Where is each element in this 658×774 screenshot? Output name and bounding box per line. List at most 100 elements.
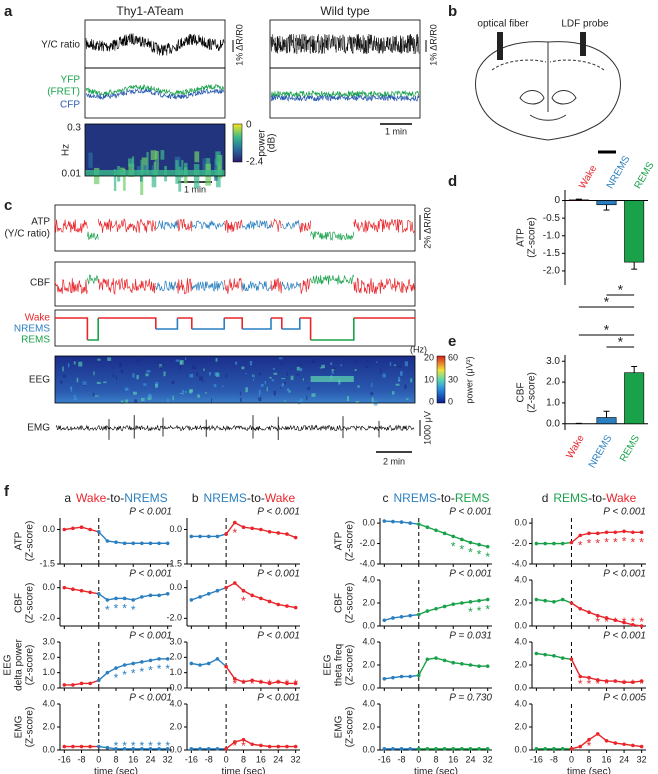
mean-point	[293, 535, 298, 540]
mean-point	[534, 747, 539, 751]
x-axis-label: time (sec)	[567, 767, 611, 774]
mean-point	[276, 680, 281, 684]
significance-star: *	[622, 534, 627, 548]
spectrogram-cell	[281, 383, 284, 387]
mean-point	[105, 598, 110, 602]
label: CBF	[30, 278, 50, 289]
spectrogram-cell	[200, 358, 203, 361]
significance-star: *	[148, 664, 153, 678]
spectrogram-cell	[205, 391, 207, 394]
trace-frame	[84, 123, 226, 177]
spectrogram-cell	[286, 372, 288, 377]
spectrogram-cell	[279, 357, 283, 360]
significance-star: *	[232, 739, 237, 753]
mean-point	[460, 747, 464, 751]
trace	[54, 219, 88, 233]
mean-point	[267, 744, 272, 749]
mean-point	[267, 681, 272, 686]
y-tick-label: -1.0	[543, 230, 561, 241]
significance-label: *	[604, 294, 610, 310]
trace	[191, 220, 225, 231]
x-axis-label: time (sec)	[414, 767, 458, 774]
spectrogram-cell	[273, 372, 278, 375]
mean-point	[442, 658, 447, 663]
mean-point	[425, 609, 430, 613]
y-tick-label: 4.0	[362, 698, 375, 708]
x-tick-label: -16	[58, 754, 71, 764]
y-tick-label: -2.0	[39, 613, 55, 623]
colorbar-label: power	[257, 129, 268, 157]
mean-point	[259, 743, 263, 748]
label: LDF probe	[561, 19, 609, 30]
mean-point	[241, 680, 246, 684]
hypnogram	[299, 317, 312, 340]
spectrogram-cell	[284, 400, 286, 405]
label: ATP	[31, 217, 50, 228]
spectrogram-cell	[280, 386, 282, 389]
spectrogram-cell	[245, 372, 247, 375]
mean-point	[148, 747, 153, 751]
mean-point	[114, 596, 118, 601]
y-tick-label: 2.0	[169, 652, 182, 662]
mean-point	[140, 747, 144, 751]
mean-point	[408, 674, 412, 679]
spectrogram-cell	[209, 372, 212, 376]
spectrogram-cell	[380, 368, 382, 374]
spectrogram-cell	[288, 390, 291, 393]
spectrogram-cell	[311, 359, 316, 363]
panel-label: e	[448, 333, 456, 350]
mean-point	[425, 747, 430, 751]
spectrogram-cell	[182, 390, 185, 395]
spectrogram-cell	[298, 400, 301, 405]
y-tick-label: 4.0	[42, 698, 55, 708]
p-value: P < 0.001	[257, 631, 300, 642]
label: YFP	[61, 75, 81, 86]
tick-label: 30	[448, 374, 458, 384]
p-value: P = 0.031	[449, 631, 492, 642]
trace	[281, 219, 301, 230]
mean-point	[62, 527, 67, 532]
mean-point	[434, 606, 438, 611]
mean-point	[259, 527, 263, 532]
trace	[310, 230, 355, 242]
bar	[596, 417, 617, 425]
mean-point	[79, 588, 84, 593]
mean-point	[189, 661, 194, 666]
significance-star: *	[241, 594, 246, 608]
spectrogram-cell	[148, 393, 151, 397]
spectrogram-cell	[143, 383, 147, 386]
y-tick-label: 2.0	[362, 659, 375, 669]
mean-point	[560, 541, 565, 546]
spectrogram-cell	[321, 364, 325, 368]
spectrogram-cell	[62, 366, 64, 372]
spectrogram-cell	[350, 357, 354, 360]
spectrogram-band	[85, 170, 225, 176]
trace	[87, 274, 99, 285]
y-tick-label: -4.0	[359, 558, 375, 568]
y-axis-label: (Z-score)	[25, 583, 36, 624]
spectrogram-cell	[281, 363, 283, 366]
spectrogram-cell	[306, 395, 308, 401]
y-tick-label: 0.0	[514, 517, 527, 527]
mean-point	[382, 747, 387, 751]
y-axis-label: CBF	[334, 593, 345, 613]
mean-point	[88, 590, 92, 595]
significance-label: *	[618, 334, 624, 350]
spectrogram-cell	[185, 391, 187, 393]
mean-point	[241, 737, 246, 742]
mean-point	[552, 747, 556, 751]
spectrogram-cell	[319, 367, 324, 369]
mean-point	[543, 598, 547, 603]
mean-point	[434, 747, 438, 751]
mean-point	[285, 744, 289, 749]
hypnogram	[155, 318, 179, 330]
significance-star: *	[485, 603, 490, 617]
spectrogram-cell	[128, 158, 134, 167]
label: EEG	[29, 375, 50, 386]
significance-star: *	[241, 739, 246, 753]
mean-point	[477, 747, 481, 751]
mean-point	[293, 681, 298, 686]
mean-point	[631, 680, 635, 685]
significance-star: *	[613, 535, 618, 549]
spectrogram-cell	[290, 367, 292, 370]
